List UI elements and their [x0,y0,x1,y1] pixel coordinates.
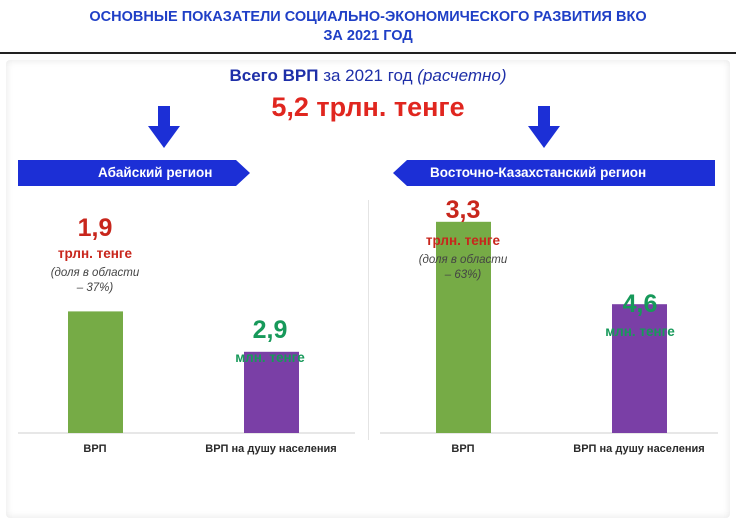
down-arrow-left-icon [148,106,180,148]
region-banner-vko: Восточно-Казахстанский регион [393,160,715,186]
region-banner-abai: Абайский регион [18,160,250,186]
vko-grp-unit: трлн. тенге [425,233,501,248]
abai-grp-bar [68,311,123,433]
region-divider [368,200,369,440]
total-grp-label-rest: за 2021 год [318,66,418,85]
vko-grp-note: (доля в области – 63%) [388,253,538,283]
page-header: ОСНОВНЫЕ ПОКАЗАТЕЛИ СОЦИАЛЬНО-ЭКОНОМИЧЕС… [0,0,736,52]
vko-grp-note-line-2: – 63%) [444,269,482,281]
abai-grp-tick-label: ВРП [83,443,106,455]
banner-shape [393,160,715,186]
abai-per-capita-value: 2,9 [252,316,288,344]
vko-per-capita-tick-label: ВРП на душу населения [573,443,704,455]
page-title-line-2: ЗА 2021 ГОД [323,28,413,44]
vko-grp-value: 3,3 [445,196,481,224]
total-grp-label: Всего ВРП за 2021 год (расчетно) [0,66,736,86]
header-divider [0,52,736,54]
vko-grp-bar [436,221,491,433]
total-grp-value: 5,2 трлн. тенге [271,92,465,122]
total-grp-label-italic: (расчетно) [417,66,507,85]
abai-per-capita-tick-label: ВРП на душу населения [205,443,336,455]
banner-shape [18,160,250,186]
vko-per-capita-value: 4,6 [622,290,658,318]
down-arrow-right-icon [528,106,560,148]
vko-grp-tick-label: ВРП [451,443,474,455]
total-grp-label-bold: Всего ВРП [229,66,319,85]
abai-grp-unit: трлн. тенге [57,246,133,261]
abai-grp-note: (доля в области – 37%) [20,266,170,296]
vko-grp-note-line-1: (доля в области [418,254,508,266]
region-banner-vko-label: Восточно-Казахстанский регион [430,165,647,180]
page-title-line-1: ОСНОВНЫЕ ПОКАЗАТЕЛИ СОЦИАЛЬНО-ЭКОНОМИЧЕС… [89,9,647,25]
vko-per-capita-unit: млн. тенге [605,324,675,339]
region-banner-abai-label: Абайский регион [98,165,213,180]
abai-per-capita-unit: млн. тенге [235,350,305,365]
abai-per-capita-bar [244,351,299,433]
abai-grp-note-line-2: – 37%) [76,282,114,294]
abai-grp-value: 1,9 [77,214,113,242]
vko-per-capita-bar [612,304,667,433]
abai-grp-note-line-1: (доля в области [50,267,140,279]
